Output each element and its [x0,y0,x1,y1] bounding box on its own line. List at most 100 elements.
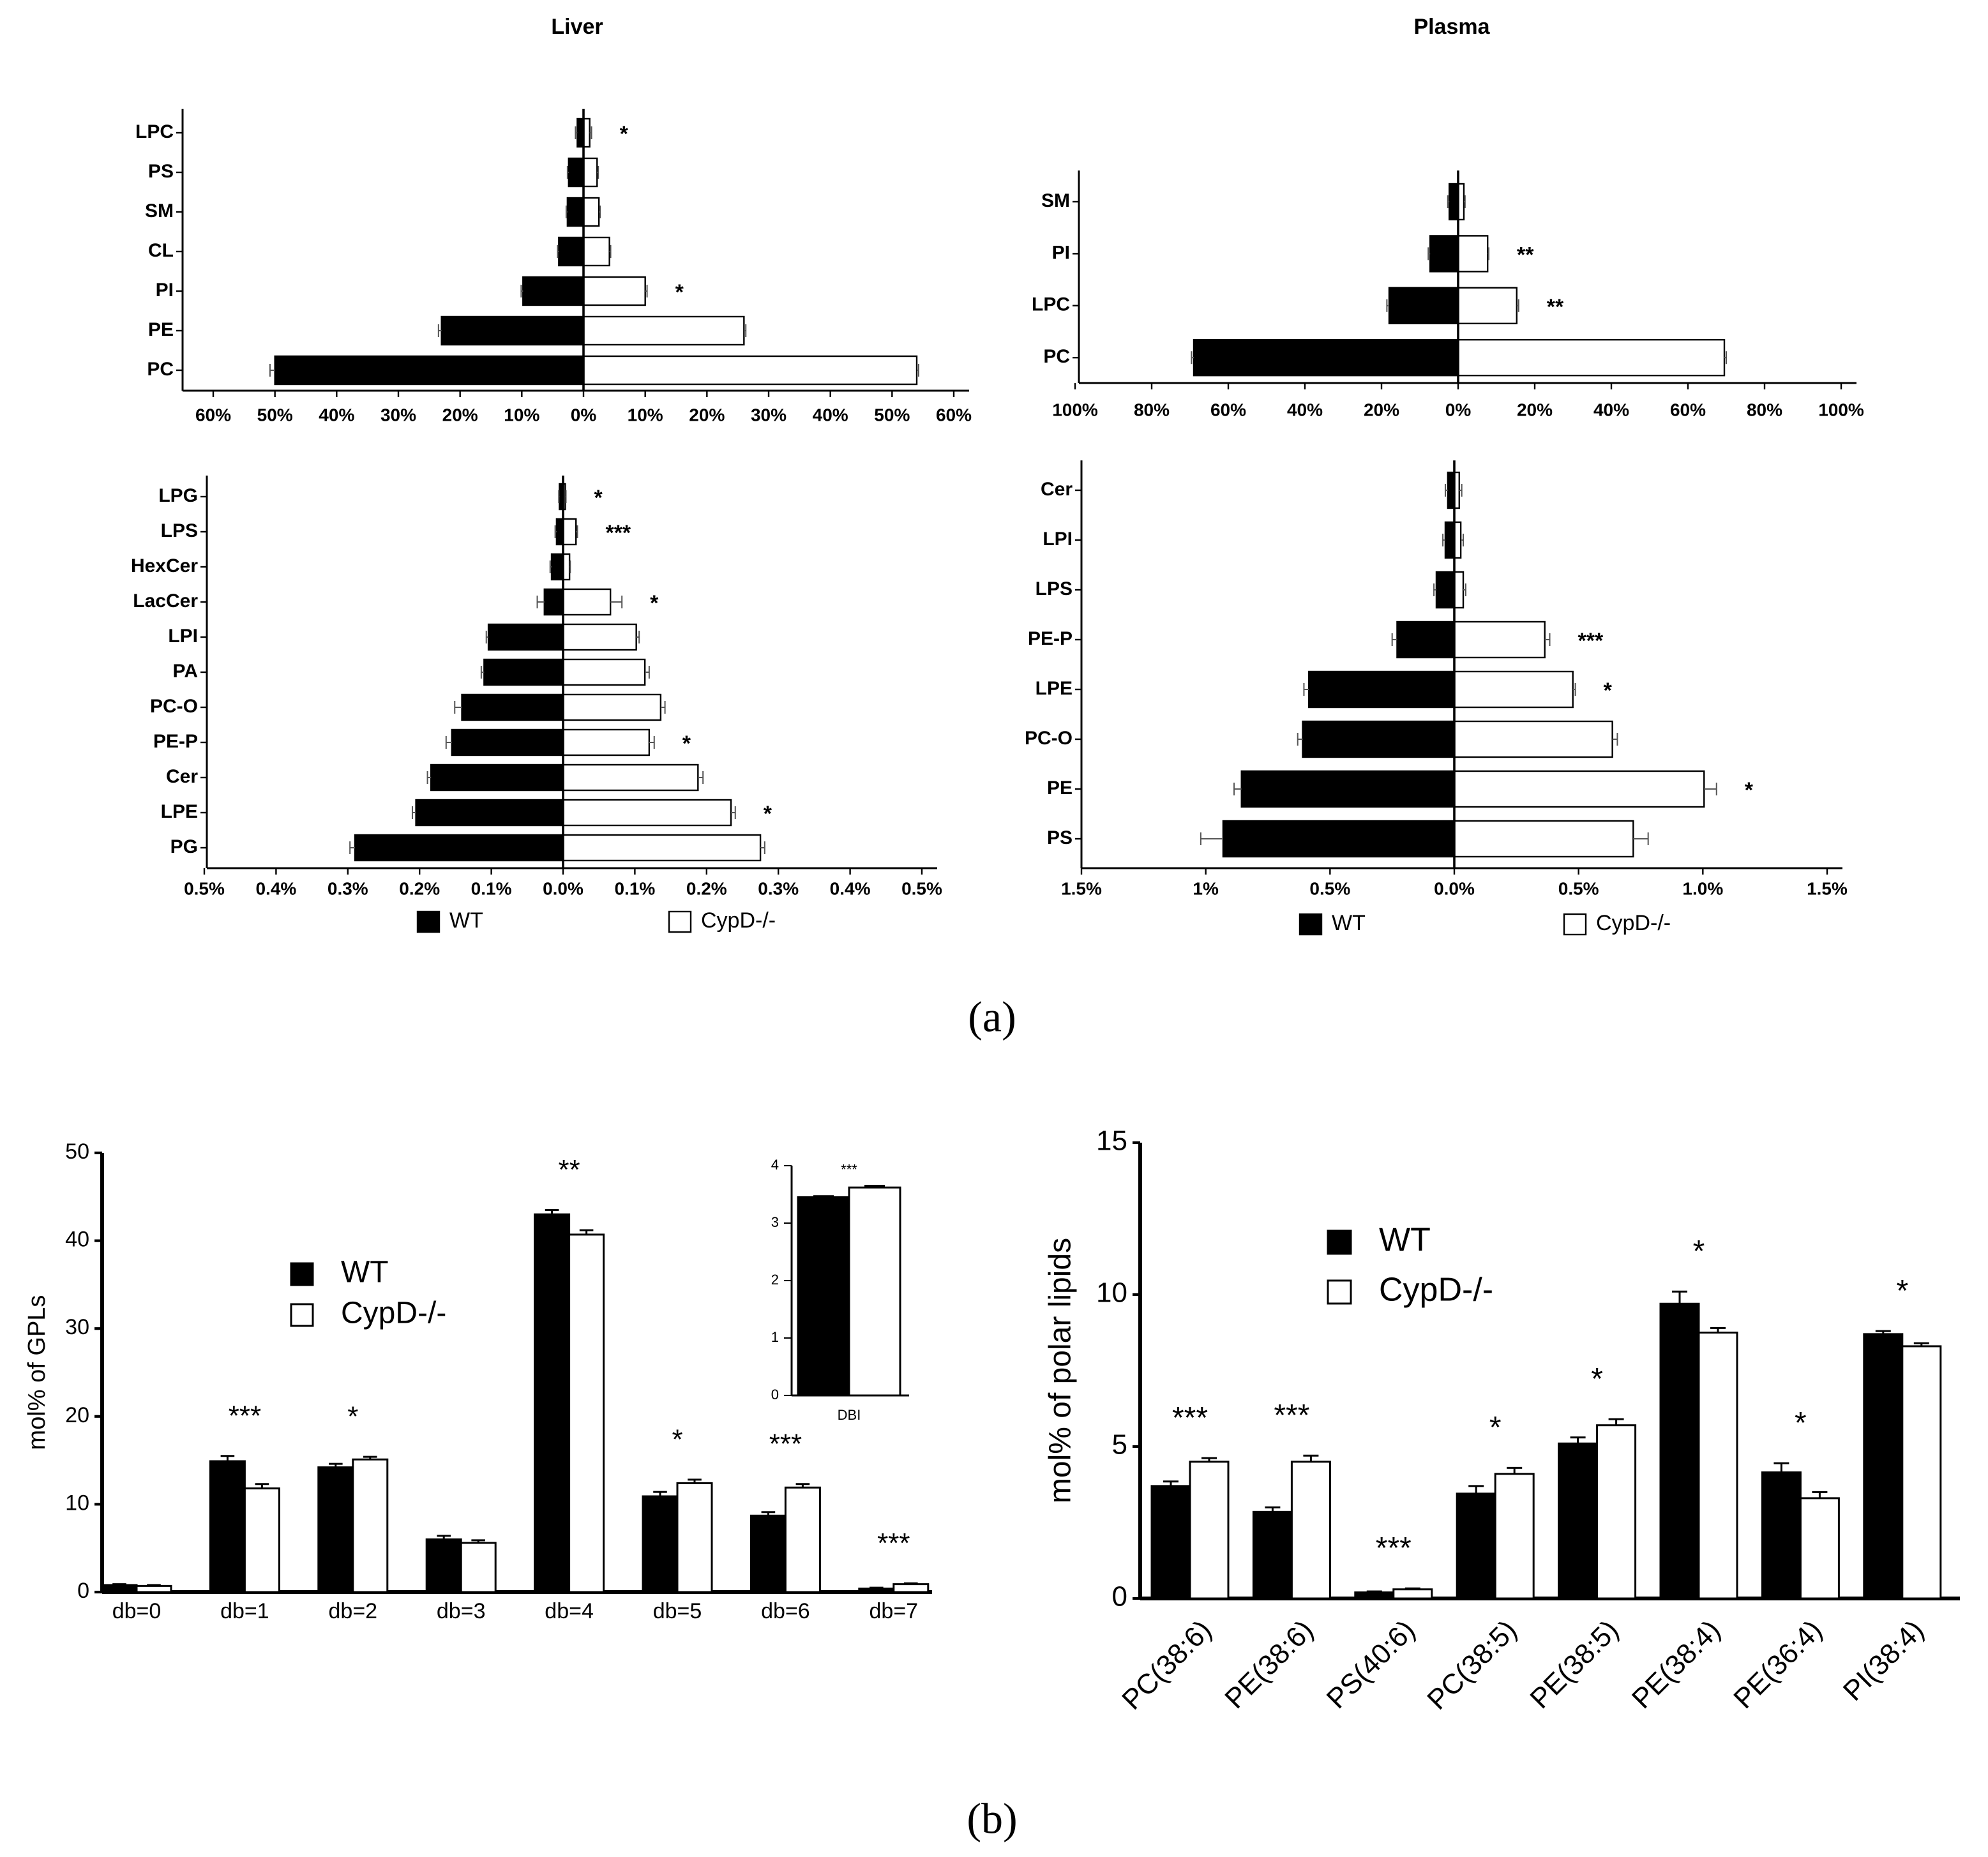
bar [425,1538,462,1593]
x-tick-label: PE(38:6) [1219,1614,1319,1715]
category-label: LPC [135,121,174,142]
panel-label: (a) [968,993,1016,1041]
y-tick-label: 2 [771,1272,779,1288]
x-tick-label: db=5 [653,1599,702,1623]
legend-swatch [1327,1279,1352,1305]
significance-label: * [1693,1235,1705,1268]
y-tick-label: 10 [1096,1277,1127,1309]
category-label: LacCer [133,590,198,612]
x-tick-label: 30% [751,405,787,425]
bar [676,1482,713,1593]
bar [848,1186,901,1397]
bar [1457,287,1518,324]
bar [582,236,610,267]
x-tick-label: 60% [1670,400,1706,419]
category-label: PA [173,661,198,682]
chart-title: Plasma [1413,15,1490,39]
significance-label: ** [558,1154,580,1185]
x-tick-label: 40% [319,405,354,425]
bar [209,1460,246,1593]
category-label: SM [145,200,174,222]
x-tick-label: 60% [1210,400,1246,419]
legend-label: WT [1379,1222,1431,1259]
x-tick-label: 50% [257,405,293,425]
bar [1659,1302,1700,1600]
bar [562,693,662,721]
chart-title: Liver [551,15,603,39]
x-tick-label: db=3 [437,1599,486,1623]
category-label: PC [1043,346,1070,367]
y-tick-label: 0 [1112,1581,1127,1613]
bar [1863,1333,1904,1600]
y-tick-label: 5 [1112,1429,1127,1461]
bar [483,658,564,686]
x-tick-label: 80% [1134,400,1170,419]
bar [461,693,564,721]
legend-swatch [1327,1229,1352,1255]
bar [1354,1591,1395,1600]
x-tick-label: 0.0% [543,878,584,898]
x-tick-label: db=7 [870,1599,919,1623]
significance-label: *** [841,1161,857,1177]
significance-label: * [1745,778,1754,802]
x-tick-label: PI(38:4) [1837,1614,1930,1707]
legend-label: WT [449,908,483,933]
legend-swatch [416,910,441,933]
bar [562,623,637,651]
bar [135,1584,172,1593]
significance-label: *** [1172,1401,1208,1435]
x-tick-label: 80% [1747,400,1782,419]
legend-swatch [1563,913,1587,936]
y-tick-label: 50 [65,1139,89,1164]
x-tick-label: PE(38:4) [1626,1614,1726,1715]
bar [1453,620,1546,659]
y-tick-label: 1 [771,1329,779,1345]
x-tick-label: 0.2% [399,878,440,898]
bar [558,236,585,267]
significance-label: * [1896,1274,1908,1308]
significance-label: *** [605,521,631,545]
significance-label: * [682,732,691,756]
x-tick-label: 0.1% [614,878,655,898]
category-label: PC-O [150,696,198,717]
x-tick-label: 10% [628,405,663,425]
legend-swatch [290,1303,314,1327]
y-tick-label: 20 [65,1403,89,1427]
category-label: LPI [1043,529,1073,550]
category-label: LPS [161,520,198,541]
x-tick-label: 0.5% [901,878,942,898]
bar [797,1196,850,1397]
bar [1698,1332,1738,1600]
bar [317,1466,354,1593]
category-label: LPC [1032,294,1070,315]
category-label: PE [1047,778,1073,799]
significance-label: * [764,802,772,826]
x-tick-label: 1% [1193,878,1219,898]
bar [858,1587,895,1593]
legend-swatch [668,910,692,933]
significance-label: *** [1376,1531,1412,1565]
bar [562,588,612,616]
x-tick-label: 0.1% [471,878,512,898]
x-tick-label: 40% [813,405,848,425]
x-tick-label: 0.4% [830,878,871,898]
legend-label: WT [1332,911,1366,935]
x-tick-label: PC(38:5) [1421,1614,1523,1716]
y-tick-label: 40 [65,1228,89,1252]
x-tick-label: PC(38:6) [1116,1614,1217,1716]
x-tick-label: 0.4% [255,878,296,898]
bar [274,355,585,386]
bar [522,276,585,306]
x-tick-label: db=6 [761,1599,810,1623]
x-tick-label: 1.0% [1682,878,1723,898]
legend-label: CypD-/- [1596,911,1671,935]
bar [1453,820,1634,858]
x-tick-label: 60% [195,405,231,425]
legend-label: CypD-/- [701,908,776,933]
x-tick-label: 0.5% [1558,878,1599,898]
significance-label: *** [1274,1399,1309,1432]
x-tick-label: DBI [838,1407,861,1423]
significance-label: * [1604,679,1613,703]
